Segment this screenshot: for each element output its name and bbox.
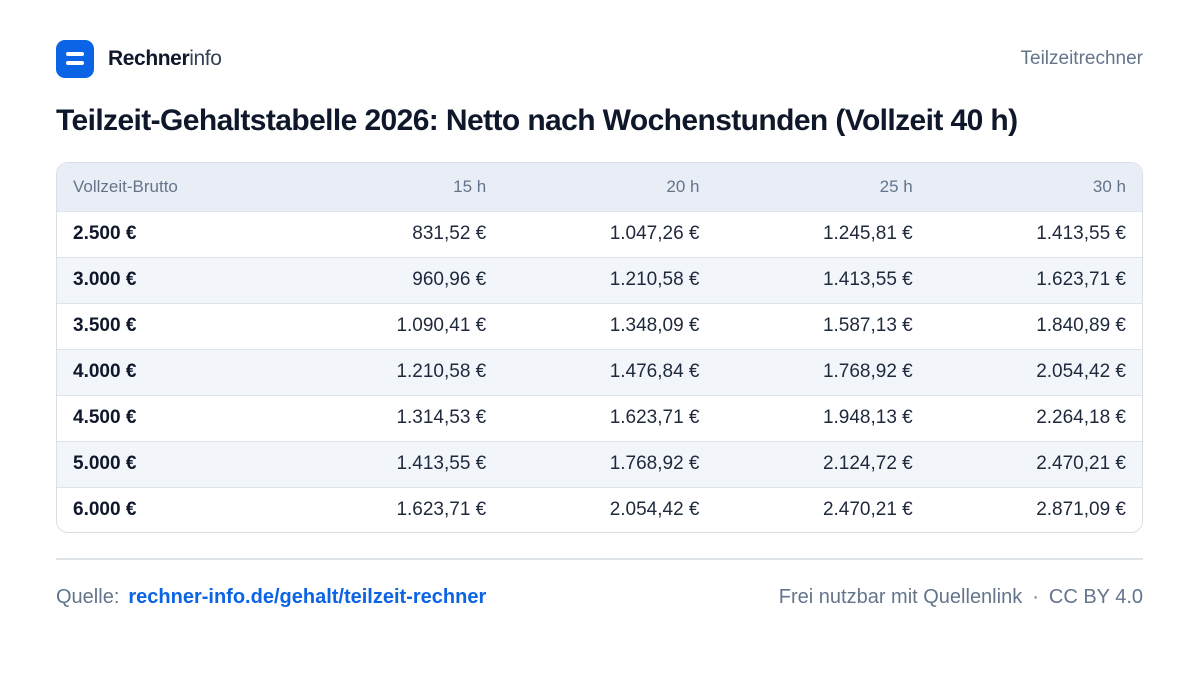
net-cell-25h: 2.470,21 € bbox=[822, 499, 913, 521]
table-row: 6.000 € 1.623,71 € 2.054,42 € 2.470,21 €… bbox=[57, 487, 1142, 532]
net-cell-15h: 1.623,71 € bbox=[396, 499, 487, 521]
net-cell-15h: 960,96 € bbox=[412, 269, 487, 290]
gross-salary-cell: 2.500 € bbox=[73, 223, 137, 244]
net-cell-20h: 1.210,58 € bbox=[609, 269, 700, 290]
gross-salary-cell: 4.000 € bbox=[73, 361, 137, 382]
source-label: Quelle: bbox=[56, 585, 120, 608]
net-cell-30h: 2.264,18 € bbox=[1036, 407, 1126, 428]
net-cell-20h: 1.768,92 € bbox=[609, 453, 700, 474]
table-row: 3.500 € 1.090,41 € 1.348,09 € 1.587,13 €… bbox=[57, 303, 1142, 349]
net-cell-15h: 831,52 € bbox=[412, 223, 487, 244]
brand-name-light: info bbox=[189, 47, 222, 70]
net-cell-30h: 2.054,42 € bbox=[1036, 361, 1126, 382]
net-cell-20h: 1.047,26 € bbox=[609, 223, 700, 244]
net-cell-20h: 1.348,09 € bbox=[609, 315, 700, 336]
column-header-brutto: Vollzeit-Brutto bbox=[73, 176, 178, 196]
source-link[interactable]: rechner-info.de/gehalt/teilzeit-rechner bbox=[128, 585, 487, 608]
nav-link-teilzeitrechner[interactable]: Teilzeitrechner bbox=[1020, 48, 1144, 69]
salary-table-container: Vollzeit-Brutto 15 h 20 h 25 h 30 h 2.50… bbox=[56, 162, 1143, 533]
table-row: 2.500 € 831,52 € 1.047,26 € 1.245,81 € 1… bbox=[57, 211, 1142, 257]
net-cell-20h: 1.476,84 € bbox=[609, 361, 700, 382]
license-separator: · bbox=[1032, 585, 1039, 608]
table-row: 5.000 € 1.413,55 € 1.768,92 € 2.124,72 €… bbox=[57, 441, 1142, 487]
net-cell-25h: 1.245,81 € bbox=[822, 223, 913, 244]
net-cell-30h: 2.871,09 € bbox=[1036, 499, 1126, 521]
footer-divider bbox=[56, 558, 1143, 560]
page-footer: Quelle: rechner-info.de/gehalt/teilzeit-… bbox=[56, 582, 1143, 612]
column-header-30h: 30 h bbox=[1092, 176, 1126, 196]
table-header-row: Vollzeit-Brutto 15 h 20 h 25 h 30 h bbox=[57, 163, 1142, 211]
net-cell-30h: 1.840,89 € bbox=[1036, 315, 1126, 336]
gross-salary-cell: 3.000 € bbox=[73, 269, 137, 290]
net-cell-20h: 2.054,42 € bbox=[609, 499, 700, 521]
brand-name: Rechnerinfo bbox=[108, 47, 222, 71]
net-cell-15h: 1.314,53 € bbox=[396, 407, 487, 428]
column-header-15h: 15 h bbox=[453, 176, 487, 196]
net-cell-30h: 1.413,55 € bbox=[1036, 223, 1126, 244]
gross-salary-cell: 5.000 € bbox=[73, 453, 137, 474]
license-label: CC BY 4.0 bbox=[1048, 585, 1143, 608]
logo-bar bbox=[66, 52, 84, 56]
net-cell-30h: 2.470,21 € bbox=[1036, 453, 1126, 474]
page-title: Teilzeit-Gehaltstabelle 2026: Netto nach… bbox=[56, 104, 1018, 137]
net-cell-20h: 1.623,71 € bbox=[609, 407, 700, 428]
column-header-25h: 25 h bbox=[879, 176, 913, 196]
column-header-20h: 20 h bbox=[666, 176, 700, 196]
net-cell-25h: 1.768,92 € bbox=[822, 361, 913, 382]
license-note: Frei nutzbar mit Quellenlink bbox=[778, 585, 1023, 608]
table-row: 3.000 € 960,96 € 1.210,58 € 1.413,55 € 1… bbox=[57, 257, 1142, 303]
gross-salary-cell: 6.000 € bbox=[73, 499, 137, 521]
net-cell-15h: 1.090,41 € bbox=[396, 315, 487, 336]
gross-salary-cell: 4.500 € bbox=[73, 407, 137, 428]
brand-name-bold: Rechner bbox=[108, 47, 190, 70]
brand-logo[interactable]: Rechnerinfo bbox=[56, 40, 222, 78]
page-header: Rechnerinfo Teilzeitrechner bbox=[56, 40, 1143, 78]
source-attribution: Quelle: rechner-info.de/gehalt/teilzeit-… bbox=[56, 586, 486, 609]
net-cell-15h: 1.210,58 € bbox=[396, 361, 487, 382]
net-cell-15h: 1.413,55 € bbox=[396, 453, 487, 474]
net-cell-25h: 1.948,13 € bbox=[822, 407, 913, 428]
logo-bar bbox=[66, 61, 84, 65]
net-cell-25h: 1.587,13 € bbox=[822, 315, 913, 336]
net-cell-30h: 1.623,71 € bbox=[1036, 269, 1126, 290]
net-cell-25h: 1.413,55 € bbox=[822, 269, 913, 290]
logo-icon bbox=[56, 40, 94, 78]
salary-table: Vollzeit-Brutto 15 h 20 h 25 h 30 h 2.50… bbox=[57, 163, 1142, 532]
gross-salary-cell: 3.500 € bbox=[73, 315, 137, 336]
license-info: Frei nutzbar mit Quellenlink · CC BY 4.0 bbox=[779, 586, 1143, 609]
table-row: 4.000 € 1.210,58 € 1.476,84 € 1.768,92 €… bbox=[57, 349, 1142, 395]
table-row: 4.500 € 1.314,53 € 1.623,71 € 1.948,13 €… bbox=[57, 395, 1142, 441]
net-cell-25h: 2.124,72 € bbox=[822, 453, 913, 474]
